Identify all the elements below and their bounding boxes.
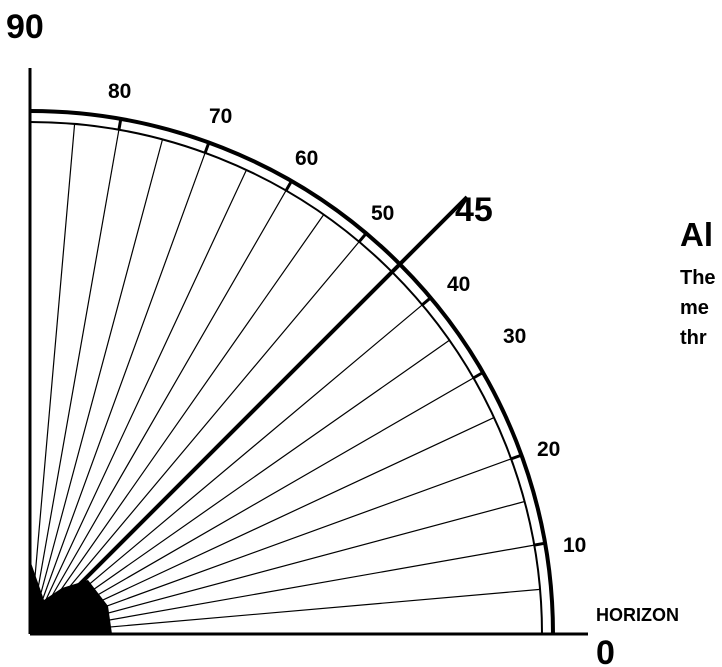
- tick-label-20: 20: [537, 438, 560, 461]
- ray-80: [29, 129, 120, 635]
- vertical-axis-label: 90: [6, 8, 44, 46]
- major-ticks: [117, 118, 546, 547]
- ray-10: [29, 544, 535, 635]
- ray-20: [29, 458, 512, 635]
- tick-label-80: 80: [108, 80, 131, 103]
- side-title: Al: [680, 216, 713, 253]
- side-text-line-3: thr: [680, 327, 707, 349]
- ray-60: [29, 190, 287, 635]
- ray-65: [29, 169, 247, 635]
- major-tick-10: [533, 541, 546, 547]
- major-tick-80: [117, 118, 123, 131]
- tick-label-60: 60: [295, 147, 318, 170]
- origin-fan: [30, 560, 112, 634]
- tick-label-50: 50: [371, 202, 394, 225]
- major-tick-60: [284, 180, 293, 192]
- horizon-label: HORIZON: [596, 605, 679, 625]
- horizontal-axis-label: 0: [596, 634, 615, 667]
- major-tick-70: [203, 141, 211, 154]
- major-tick-30: [472, 371, 484, 380]
- ray-40: [29, 304, 423, 635]
- ray-70: [29, 152, 206, 635]
- degree-tick-labels: 10 20 30 40 50 60 70 80: [108, 80, 586, 557]
- forty-five-degree-line: [28, 195, 469, 636]
- major-tick-40: [421, 296, 432, 307]
- ray-85: [29, 123, 76, 635]
- side-text-line-2: me: [680, 297, 709, 319]
- highlight-angle-label: 45: [455, 191, 493, 229]
- ray-25: [29, 417, 495, 635]
- ray-55: [29, 214, 325, 635]
- ray-50: [29, 241, 360, 635]
- ray-75: [29, 139, 164, 635]
- major-tick-20: [510, 453, 523, 461]
- tick-label-70: 70: [209, 105, 232, 128]
- tick-label-30: 30: [503, 325, 526, 348]
- angle-rays: [29, 123, 541, 635]
- major-tick-50: [357, 232, 368, 243]
- ray-30: [29, 377, 474, 635]
- ray-15: [29, 500, 525, 635]
- tick-label-10: 10: [563, 534, 586, 557]
- ray-35: [29, 339, 450, 635]
- ray-5: [29, 588, 541, 635]
- tick-label-40: 40: [447, 273, 470, 296]
- side-text-line-1: The: [680, 267, 716, 289]
